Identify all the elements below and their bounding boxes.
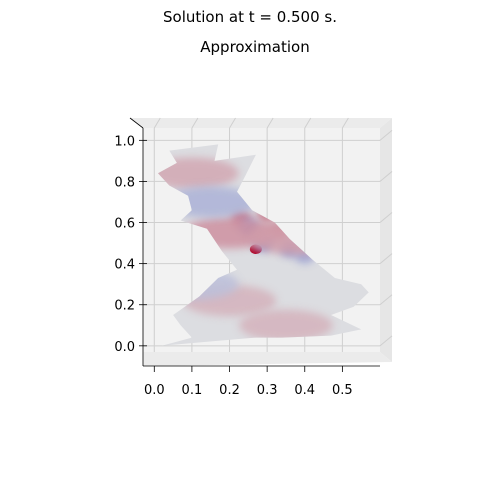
y-tick-label: 0.4 bbox=[114, 258, 135, 273]
y-tick-label: 0.8 bbox=[114, 175, 135, 190]
y-tick-label: 0.0 bbox=[114, 340, 135, 355]
x-tick-label: 0.0 bbox=[144, 383, 165, 398]
top-pane bbox=[130, 118, 392, 128]
x-tick-label: 0.4 bbox=[294, 383, 315, 398]
x-tick-label: 0.3 bbox=[257, 383, 278, 398]
x-gridline-top bbox=[341, 117, 349, 129]
y-tick-label: 0.2 bbox=[114, 299, 135, 314]
x-gridline-top bbox=[229, 117, 236, 129]
y-gridline-side bbox=[379, 253, 393, 265]
chart-title: Approximation bbox=[200, 38, 309, 56]
y-gridline-side bbox=[379, 212, 393, 223]
x-gridline-top bbox=[153, 117, 161, 129]
x-tick-label: 0.1 bbox=[182, 383, 203, 398]
x-gridline-top bbox=[191, 117, 199, 129]
y-tick-label: 1.0 bbox=[114, 134, 135, 149]
y-gridline-side bbox=[379, 335, 393, 347]
y-gridline-side bbox=[379, 171, 393, 182]
x-gridline-top bbox=[266, 117, 274, 129]
surface-hotspot bbox=[239, 309, 333, 341]
bottom-pane bbox=[143, 352, 392, 366]
y-gridline-side bbox=[379, 294, 393, 306]
x-tick-label: 0.2 bbox=[219, 383, 240, 398]
y-tick-label: 0.6 bbox=[114, 217, 135, 232]
y-gridline-side bbox=[379, 129, 393, 141]
x-tick-label: 0.5 bbox=[332, 383, 353, 398]
figure-suptitle: Solution at t = 0.500 s. bbox=[163, 8, 337, 26]
x-ticks: 0.0 0.1 0.2 0.3 0.4 0.5 bbox=[144, 366, 353, 398]
x-gridline-top bbox=[304, 117, 312, 129]
right-pane bbox=[380, 118, 392, 362]
z-axis-line bbox=[129, 117, 144, 129]
y-ticks: 0.0 0.2 0.4 0.6 0.8 1.0 bbox=[114, 134, 147, 355]
